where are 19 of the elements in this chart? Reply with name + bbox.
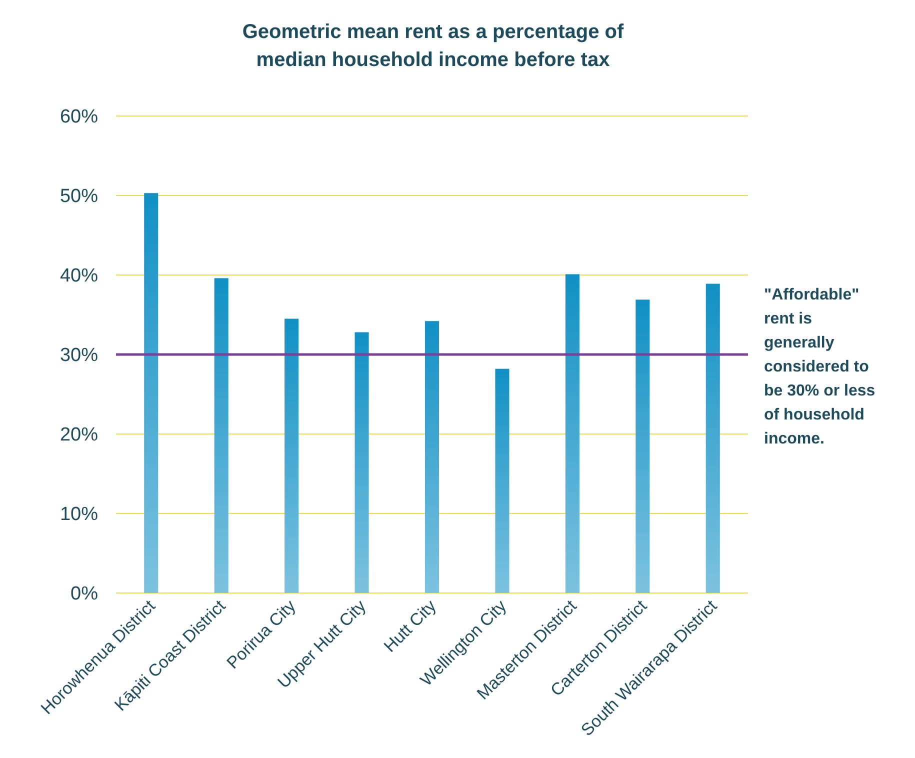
bar xyxy=(214,278,228,593)
y-tick-label: 0% xyxy=(70,584,98,605)
bar xyxy=(706,284,720,593)
bar xyxy=(424,321,440,593)
ref-line-label: "Affordable" rent is generally considered to be 30% or less of household income. xyxy=(764,286,876,448)
y-tick-label: 40% xyxy=(60,266,98,287)
y-tick-label: 50% xyxy=(60,186,98,208)
bar xyxy=(495,368,510,593)
chart-title: Geometric mean rent as a percentage of median household income before tax xyxy=(242,21,624,71)
y-tick-label: 30% xyxy=(60,345,98,366)
bar xyxy=(144,193,158,593)
bar xyxy=(354,332,369,593)
bar xyxy=(636,300,650,593)
y-tick-label: 60% xyxy=(60,106,98,128)
y-tick-label: 20% xyxy=(60,424,98,446)
bar xyxy=(284,318,299,593)
y-tick-label: 10% xyxy=(60,504,98,526)
x-tick-label: Hutt City xyxy=(380,596,440,656)
bar xyxy=(565,274,580,593)
